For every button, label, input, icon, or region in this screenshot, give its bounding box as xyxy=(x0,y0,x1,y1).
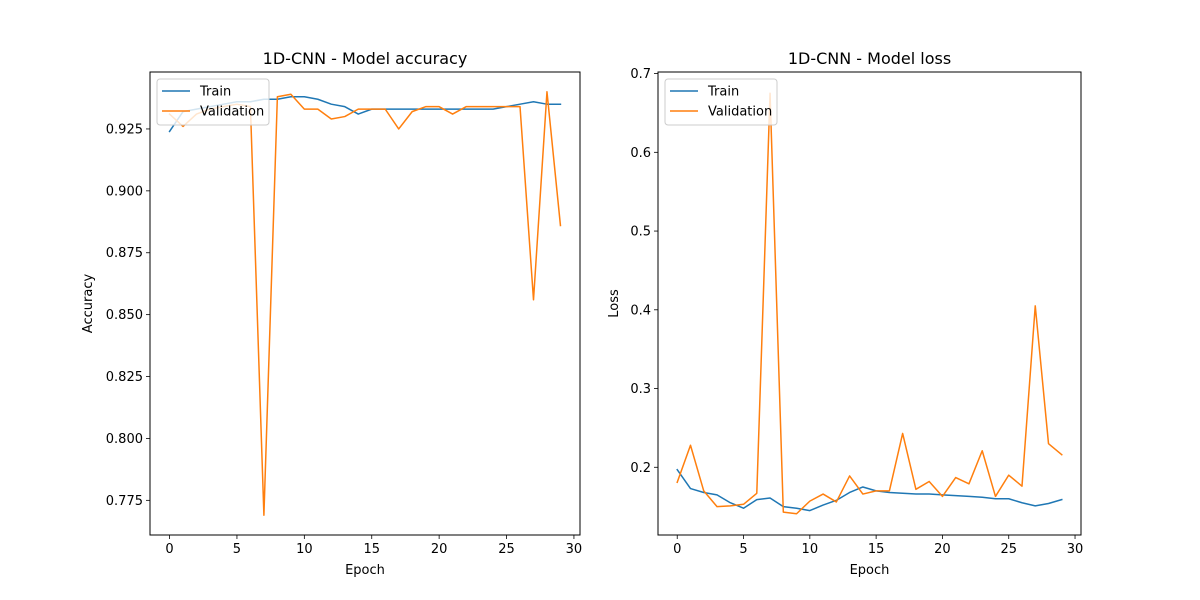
y-axis-label: Loss xyxy=(607,289,622,318)
x-axis-label: Epoch xyxy=(850,563,890,578)
chart-title: 1D-CNN - Model accuracy xyxy=(263,49,468,68)
x-tick-label: 30 xyxy=(566,542,583,557)
x-tick-label: 5 xyxy=(233,542,241,557)
y-tick-label: 0.775 xyxy=(106,494,143,509)
x-tick-label: 20 xyxy=(431,542,448,557)
x-tick-label: 5 xyxy=(739,542,747,557)
plot-area xyxy=(657,71,1082,536)
x-tick-label: 10 xyxy=(296,542,313,557)
plot-area xyxy=(149,71,581,536)
x-tick-label: 25 xyxy=(498,542,515,557)
legend-label-validation: Validation xyxy=(200,105,264,120)
y-tick-label: 0.4 xyxy=(630,303,651,318)
y-tick-label: 0.2 xyxy=(630,461,651,476)
x-tick-label: 0 xyxy=(165,542,173,557)
y-tick-label: 0.900 xyxy=(106,184,143,199)
x-tick-label: 25 xyxy=(1000,542,1017,557)
x-tick-label: 20 xyxy=(934,542,951,557)
x-axis-label: Epoch xyxy=(345,563,385,578)
y-tick-label: 0.875 xyxy=(106,246,143,261)
x-tick-label: 15 xyxy=(363,542,380,557)
y-tick-label: 0.825 xyxy=(106,370,143,385)
y-tick-label: 0.6 xyxy=(630,146,651,161)
chart-title: 1D-CNN - Model loss xyxy=(788,49,951,68)
y-tick-label: 0.5 xyxy=(630,225,651,240)
y-tick-label: 0.800 xyxy=(106,432,143,447)
y-tick-label: 0.3 xyxy=(630,382,651,397)
legend-label-train: Train xyxy=(707,85,739,100)
x-tick-label: 30 xyxy=(1067,542,1084,557)
y-tick-label: 0.850 xyxy=(106,308,143,323)
legend: Train Validation xyxy=(156,78,270,126)
x-tick-label: 10 xyxy=(802,542,819,557)
series-group xyxy=(676,92,1063,515)
series-line-validation xyxy=(676,92,1063,515)
legend: Train Validation xyxy=(664,78,778,126)
x-tick-label: 0 xyxy=(673,542,681,557)
legend-label-validation: Validation xyxy=(708,105,772,120)
legend-label-train: Train xyxy=(199,85,231,100)
y-tick-label: 0.7 xyxy=(630,67,651,82)
loss-chart: 0 5 10 15 20 25 30 0.2 0.3 0.4 0.5 0.6 0.7 1D-CNN - M… xyxy=(607,49,1083,578)
y-tick-label: 0.925 xyxy=(106,122,143,137)
x-tick-label: 15 xyxy=(868,542,885,557)
series-line-train xyxy=(676,468,1063,512)
y-axis-label: Accuracy xyxy=(81,274,96,334)
accuracy-chart: 0 5 10 15 20 25 30 0.775 0.800 0.825 0.850 0.875 0.9… xyxy=(81,49,582,578)
